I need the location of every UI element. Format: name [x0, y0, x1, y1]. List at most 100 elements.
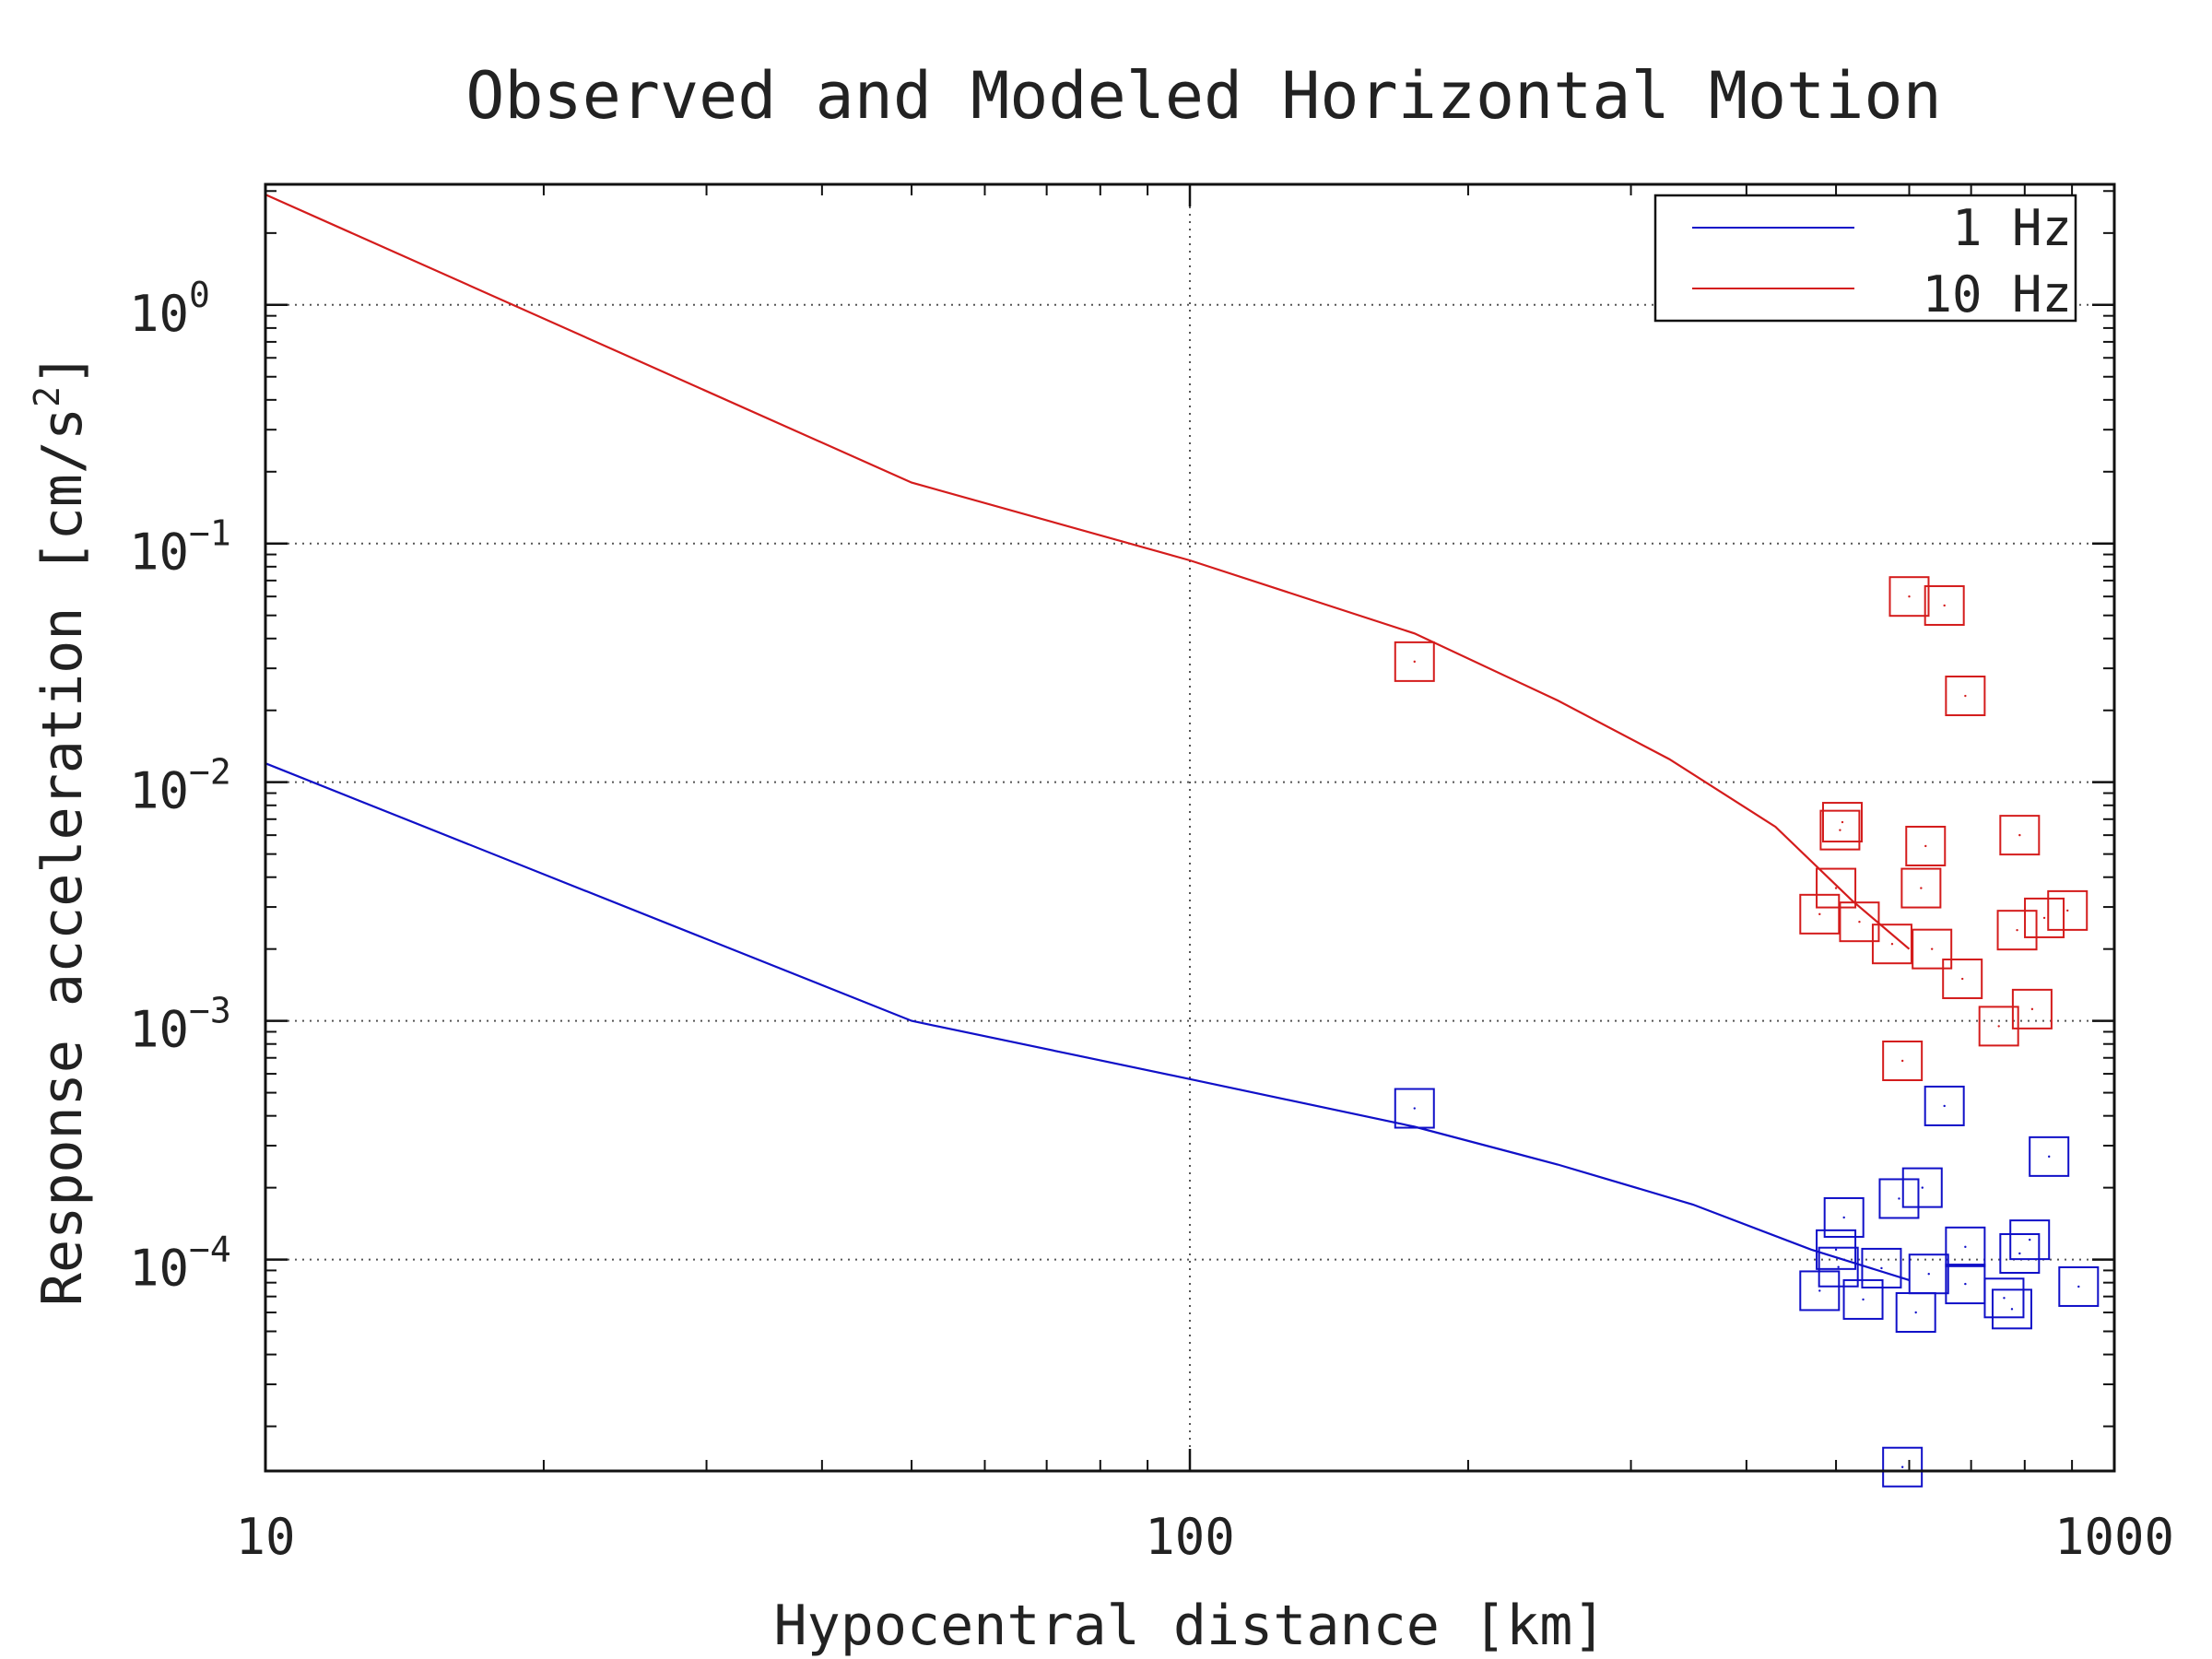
x-axis-label: Hypocentral distance [km]: [773, 1594, 1606, 1658]
y-tick-label: 10−1: [129, 513, 231, 582]
observed-point-10hz: [1905, 825, 1947, 866]
observed-point-center-10hz: [1964, 694, 1967, 698]
observed-point-center-1hz: [1964, 1282, 1967, 1286]
series-10hz: [265, 194, 2088, 1081]
series-1hz: [265, 762, 2100, 1488]
observed-point-10hz: [1799, 893, 1841, 935]
observed-point-center-10hz: [2016, 928, 2018, 932]
observed-point-10hz: [1942, 959, 1983, 1000]
observed-point-10hz: [1819, 809, 1861, 851]
observed-point-center-1hz: [1413, 1107, 1416, 1110]
y-tick-label: 10−3: [129, 991, 231, 1059]
y-tick-exponent: −1: [189, 513, 231, 554]
observed-point-center-10hz: [2066, 909, 2069, 912]
model-line-10hz: [265, 194, 1911, 950]
observed-point-10hz: [2024, 897, 2065, 938]
y-axis-label: Response acceleration [cm/s2]: [27, 353, 95, 1306]
observed-point-center-1hz: [2003, 1297, 2006, 1300]
y-tick-label: 100: [129, 275, 210, 343]
observed-point-center-1hz: [1914, 1311, 1917, 1314]
observed-point-10hz: [1871, 924, 1912, 965]
observed-point-center-10hz: [1818, 912, 1821, 916]
observed-point-center-1hz: [1921, 1186, 1924, 1189]
x-tick-label: 1000: [2054, 1508, 2174, 1566]
observed-point-center-10hz: [1924, 844, 1927, 848]
observed-point-center-1hz: [1900, 1465, 1904, 1468]
legend-box: [1653, 194, 2077, 323]
observed-point-center-10hz: [1930, 947, 1934, 950]
y-tick-label: 10−4: [129, 1230, 231, 1298]
observed-point-10hz: [2011, 988, 2053, 1030]
observed-point-center-1hz: [2018, 1252, 2021, 1255]
y-tick-base: 10: [129, 762, 189, 820]
observed-point-1hz: [2009, 1219, 2051, 1261]
observed-point-1hz: [1999, 1233, 2041, 1275]
y-tick-base: 10: [129, 1240, 189, 1298]
grid: [265, 184, 2114, 1471]
x-tick-label: 10: [235, 1508, 295, 1566]
y-tick-exponent: −3: [189, 991, 231, 1031]
observed-point-10hz: [1882, 1040, 1924, 1081]
observed-point-1hz: [1861, 1247, 1902, 1288]
observed-point-center-10hz: [1413, 660, 1416, 664]
y-tick-label: 10−2: [129, 752, 231, 820]
observed-point-center-10hz: [1834, 887, 1838, 889]
observed-point-1hz: [1924, 1085, 1965, 1126]
y-axis-label-close: ]: [30, 353, 95, 386]
observed-point-center-10hz: [2018, 833, 2021, 837]
y-tick-base: 10: [129, 524, 189, 582]
observed-point-10hz: [1900, 867, 1942, 909]
observed-point-center-1hz: [1880, 1266, 1883, 1270]
observed-point-1hz: [2029, 1135, 2070, 1177]
observed-point-center-10hz: [1839, 829, 1841, 831]
observed-point-center-10hz: [1858, 920, 1861, 924]
observed-point-center-10hz: [1920, 887, 1923, 889]
observed-point-center-1hz: [1964, 1245, 1967, 1249]
chart-title: Observed and Modeled Horizontal Motion: [465, 58, 1941, 134]
observed-point-1hz: [1823, 1196, 1865, 1238]
legend-label-1hz: 1 Hz: [1952, 199, 2072, 257]
observed-point-10hz: [1945, 676, 1986, 717]
y-tick-exponent: −4: [189, 1230, 231, 1270]
observed-point-1hz: [1394, 1088, 1435, 1129]
observed-point-center-10hz: [2042, 916, 2046, 920]
observed-point-center-10hz: [1890, 942, 1894, 946]
observed-point-10hz: [1816, 867, 1857, 909]
legend-label-10hz: 10 Hz: [1922, 265, 2072, 324]
y-tick-exponent: 0: [189, 275, 210, 315]
observed-point-10hz: [1888, 576, 1930, 618]
observed-point-center-10hz: [2030, 1007, 2034, 1011]
observed-point-1hz: [1878, 1178, 1920, 1219]
observed-point-center-10hz: [1900, 1059, 1904, 1063]
observed-point-1hz: [1816, 1229, 1857, 1270]
observed-point-1hz: [1895, 1292, 1936, 1334]
observed-point-center-1hz: [2010, 1308, 2014, 1311]
y-tick-base: 10: [129, 1001, 189, 1059]
observed-point-center-1hz: [1927, 1273, 1930, 1276]
series-layer: [265, 194, 2100, 1488]
observed-point-center-1hz: [2029, 1238, 2031, 1241]
observed-point-10hz: [2047, 889, 2088, 931]
y-tick-base: 10: [129, 285, 189, 343]
observed-point-center-1hz: [1837, 1265, 1840, 1268]
x-tick-label: 100: [1145, 1508, 1235, 1566]
observed-point-1hz: [1882, 1446, 1924, 1488]
y-axis-label-main: Response acceleration [cm/s: [30, 407, 95, 1306]
observed-point-1hz: [1991, 1288, 2032, 1330]
observed-point-center-1hz: [1842, 1216, 1845, 1219]
observed-point-center-10hz: [1997, 1025, 2000, 1028]
model-line-1hz: [265, 762, 1910, 1281]
observed-point-1hz: [1945, 1226, 1986, 1267]
observed-point-10hz: [1394, 641, 1435, 682]
observed-point-10hz: [1999, 815, 2041, 856]
observed-point-10hz: [1821, 802, 1863, 843]
observed-point-center-1hz: [1898, 1197, 1900, 1200]
observed-point-10hz: [1996, 910, 2038, 951]
tick-marks: [264, 184, 2116, 1471]
legend: 1 Hz 10 Hz: [1653, 194, 2077, 324]
observed-point-10hz: [1839, 901, 1880, 943]
observed-point-1hz: [1901, 1167, 1943, 1208]
observed-point-center-1hz: [1834, 1248, 1838, 1252]
observed-point-1hz: [1799, 1270, 1841, 1312]
